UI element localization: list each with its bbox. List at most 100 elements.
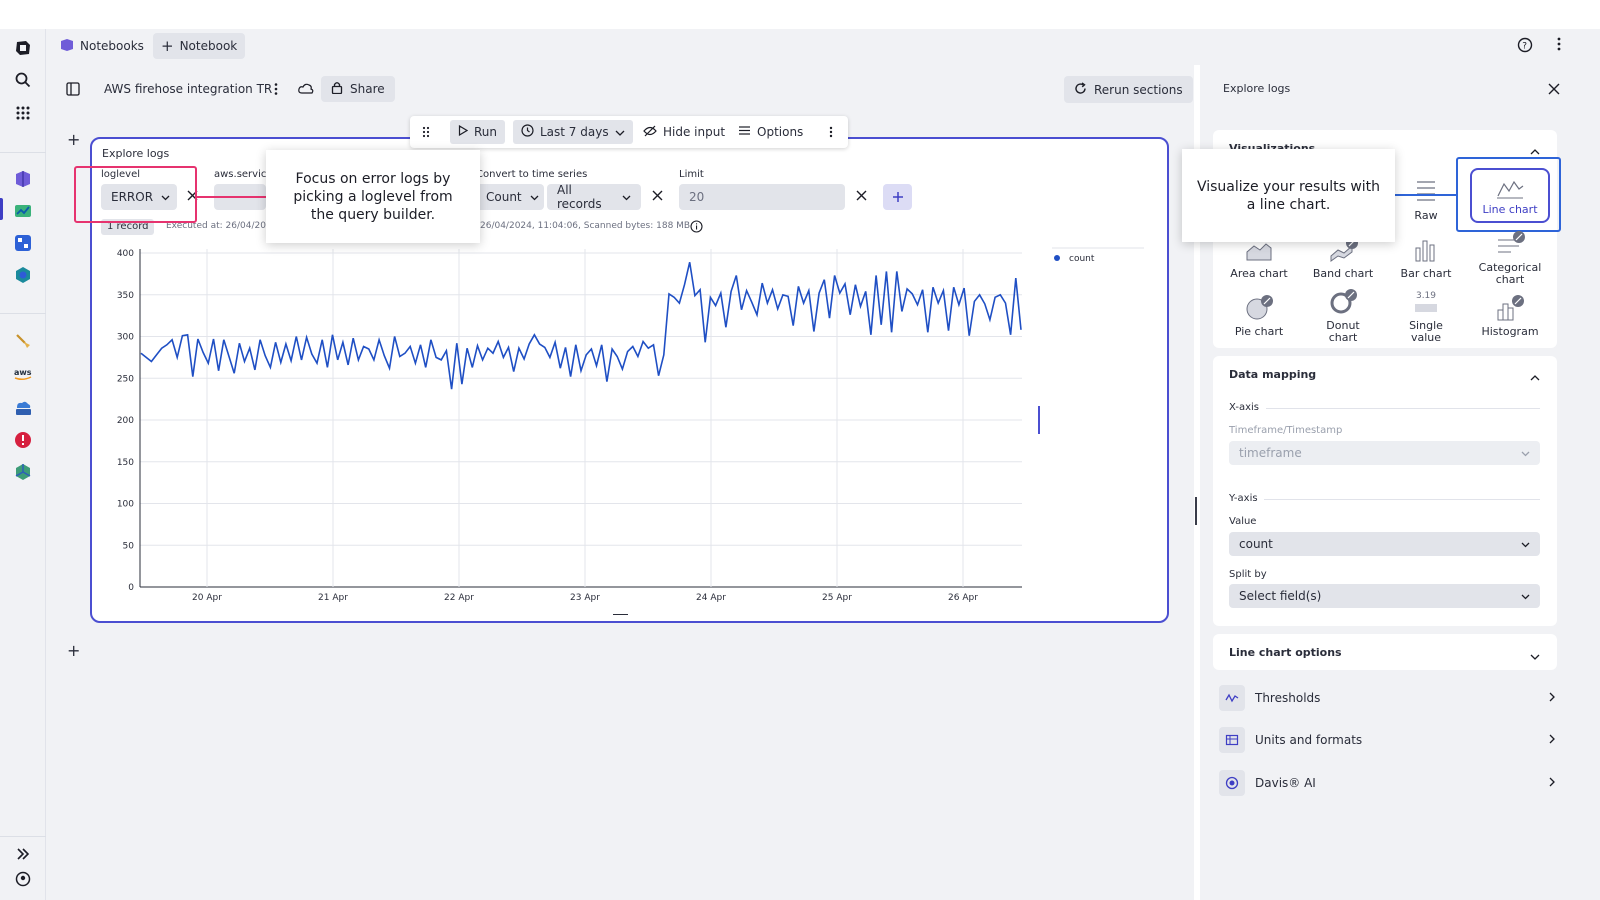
- help-icon[interactable]: ?: [1517, 37, 1533, 56]
- viz-bar-chart[interactable]: Bar chart: [1386, 236, 1466, 280]
- nav-divider: [0, 152, 46, 153]
- run-button[interactable]: Run: [450, 120, 506, 144]
- tab-notebooks[interactable]: Notebooks: [52, 33, 152, 59]
- add-section-below-icon[interactable]: +: [67, 641, 81, 660]
- limit-input[interactable]: 20: [679, 184, 845, 210]
- y-tick-label: 0: [128, 583, 134, 593]
- viz-line-label: Line chart: [1482, 203, 1538, 216]
- rerun-sections-button[interactable]: Rerun sections: [1064, 76, 1193, 103]
- workflows-app-icon[interactable]: [13, 233, 33, 253]
- search-icon[interactable]: [13, 70, 33, 90]
- notebook-menu-icon[interactable]: [273, 82, 279, 99]
- records-select[interactable]: All records: [547, 183, 641, 211]
- chevron-right-icon: [1549, 733, 1555, 747]
- viz-histogram[interactable]: Histogram: [1470, 294, 1550, 338]
- problems-app-icon[interactable]: [13, 430, 33, 450]
- viz-single-value[interactable]: 3.19 Single value: [1386, 288, 1466, 344]
- left-navigation: aws: [0, 29, 46, 900]
- notebook-title[interactable]: AWS firehose integration TR: [104, 82, 273, 96]
- viz-pie-label: Pie chart: [1234, 325, 1284, 338]
- clock-icon: [521, 124, 534, 140]
- thresholds-row[interactable]: Thresholds: [1219, 683, 1555, 713]
- line-chart-options-card[interactable]: [1213, 634, 1557, 670]
- dynatrace-logo-icon[interactable]: [13, 38, 33, 58]
- single-value-sample: 3.19: [1415, 291, 1437, 301]
- cloud-app-icon[interactable]: [13, 398, 33, 418]
- y-axis-label: Y-axis: [1229, 493, 1258, 504]
- limit-value: 20: [689, 190, 705, 204]
- viz-area-chart[interactable]: Area chart: [1219, 236, 1299, 280]
- panel-title: Explore logs: [1223, 82, 1291, 95]
- viz-donut-chart[interactable]: Donut chart: [1303, 288, 1383, 344]
- viz-line-chart[interactable]: Line chart: [1470, 168, 1550, 223]
- kubernetes-app-icon[interactable]: [13, 462, 33, 482]
- chevron-up-icon[interactable]: [1530, 144, 1540, 158]
- aggregation-value: Count: [486, 190, 522, 204]
- hide-input-label: Hide input: [663, 125, 726, 139]
- tab-label: Notebooks: [80, 39, 144, 53]
- histogram-icon: [1495, 294, 1525, 322]
- chevron-down-icon: [622, 190, 631, 204]
- divider: [1264, 499, 1540, 500]
- viz-histogram-label: Histogram: [1481, 325, 1539, 338]
- info-icon[interactable]: [690, 220, 703, 236]
- chevron-up-icon[interactable]: [1530, 370, 1540, 384]
- units-formats-row[interactable]: Units and formats: [1219, 725, 1555, 755]
- executed-suffix: 26/04/2024, 11:04:06, Scanned bytes: 188…: [480, 221, 691, 231]
- viz-raw[interactable]: Raw: [1386, 178, 1466, 222]
- sidebar-toggle-icon[interactable]: [66, 82, 80, 99]
- close-icon[interactable]: [1548, 83, 1560, 98]
- viz-categorical-label-2: chart: [1495, 273, 1525, 286]
- toolbar-more-icon[interactable]: [820, 120, 842, 144]
- viz-band-label: Band chart: [1312, 267, 1374, 280]
- split-select[interactable]: Select field(s): [1229, 584, 1540, 608]
- remove-limit-icon[interactable]: [856, 190, 867, 204]
- viz-raw-label: Raw: [1414, 209, 1438, 222]
- notebooks-app-icon[interactable]: [13, 169, 33, 189]
- plus-icon: +: [161, 37, 174, 55]
- viz-pie-chart[interactable]: Pie chart: [1219, 294, 1299, 338]
- sliders-icon: [738, 125, 751, 139]
- aws-app-icon[interactable]: aws: [13, 364, 33, 384]
- loglevel-select[interactable]: ERROR: [101, 184, 177, 210]
- x-tick-label: 20 Apr: [192, 593, 222, 603]
- options-button[interactable]: Options: [730, 120, 811, 144]
- panel-resize-handle[interactable]: [1195, 497, 1197, 525]
- tab-notebook[interactable]: + Notebook: [153, 33, 246, 59]
- data-mapping-heading[interactable]: Data mapping: [1229, 368, 1317, 381]
- chevron-right-icon: [1549, 691, 1555, 705]
- user-icon[interactable]: [13, 869, 33, 889]
- viz-bar-label: Bar chart: [1400, 267, 1452, 280]
- area-chart-icon: [1244, 236, 1274, 264]
- apps-grid-icon[interactable]: [13, 103, 33, 123]
- add-section-above-icon[interactable]: +: [67, 130, 81, 149]
- timeframe-selector[interactable]: Last 7 days: [513, 120, 633, 144]
- drag-handle-icon[interactable]: [414, 120, 438, 144]
- share-button[interactable]: Share: [321, 76, 395, 102]
- aggregation-select[interactable]: Count: [476, 184, 544, 210]
- legend-marker: [1054, 255, 1060, 261]
- y-tick-label: 300: [117, 333, 134, 343]
- svg-text:aws: aws: [14, 368, 32, 377]
- chevron-down-icon: [615, 125, 625, 139]
- timeframe-select[interactable]: timeframe: [1229, 441, 1540, 465]
- donut-chart-icon: [1328, 288, 1358, 316]
- lock-icon: [331, 81, 343, 97]
- viz-area-label: Area chart: [1230, 267, 1288, 280]
- chevron-down-icon: [530, 190, 539, 204]
- thresholds-icon: [1219, 685, 1245, 711]
- remove-convert-icon[interactable]: [652, 190, 663, 204]
- hide-input-button[interactable]: Hide input: [635, 120, 733, 144]
- viz-categorical-chart[interactable]: Categorical chart: [1470, 230, 1550, 286]
- viz-band-chart[interactable]: Band chart: [1303, 236, 1383, 280]
- dashboards-app-icon[interactable]: [13, 201, 33, 221]
- infrastructure-app-icon[interactable]: [13, 265, 33, 285]
- davis-ai-row[interactable]: Davis® AI: [1219, 768, 1555, 798]
- viz-categorical-label-1: Categorical: [1478, 261, 1542, 274]
- add-command-button[interactable]: [883, 184, 912, 210]
- expand-nav-icon[interactable]: [13, 844, 33, 864]
- value-select[interactable]: count: [1229, 532, 1540, 556]
- more-menu-icon[interactable]: [1556, 36, 1562, 55]
- nav-divider: [0, 836, 46, 837]
- broom-app-icon[interactable]: [13, 331, 33, 351]
